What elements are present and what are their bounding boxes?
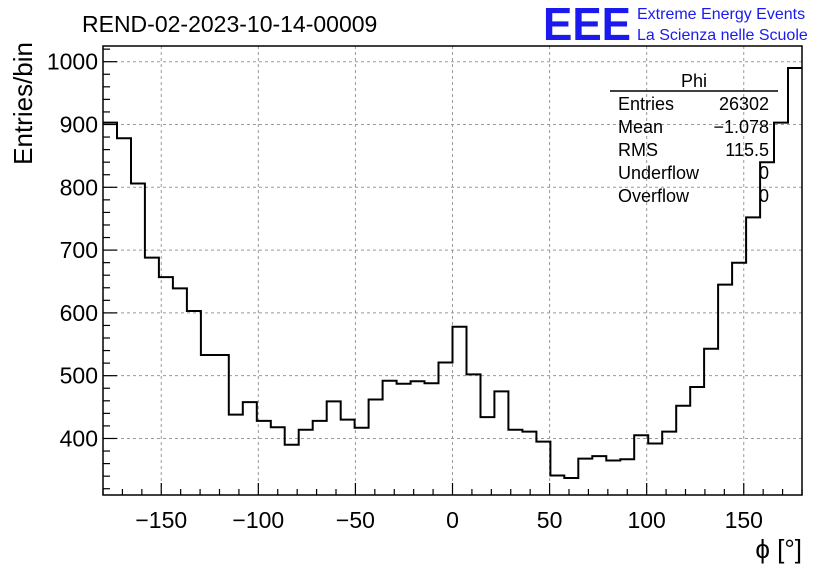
stats-value: 26302 xyxy=(719,94,769,114)
x-axis-ticks: −150 −100 −50 0 50 100 150 xyxy=(102,483,803,533)
y-tick-label: 400 xyxy=(60,425,98,451)
x-tick-label: −150 xyxy=(135,507,187,533)
stats-label: Entries xyxy=(618,94,674,114)
y-tick-label: 700 xyxy=(60,237,98,263)
x-tick-label: −50 xyxy=(336,507,375,533)
y-tick-label: 500 xyxy=(60,363,98,389)
histogram-outline xyxy=(103,67,802,479)
x-tick-label: 0 xyxy=(446,507,459,533)
stats-title: Phi xyxy=(681,71,707,91)
y-axis-ticks: 400 500 600 700 800 900 1000 xyxy=(47,48,117,490)
x-axis-label: ϕ [°] xyxy=(755,534,802,564)
y-tick-label: 800 xyxy=(60,174,98,200)
logo-line-2: La Scienza nelle Scuole xyxy=(637,27,808,44)
y-tick-label: 600 xyxy=(60,300,98,326)
logo-line-1: Extreme Energy Events xyxy=(637,6,805,23)
stats-label: Mean xyxy=(618,117,663,137)
y-axis-label: Entries/bin xyxy=(8,42,38,165)
eee-logo: EEE Extreme Energy Events La Scienza nel… xyxy=(543,0,808,50)
stats-label: Overflow xyxy=(618,186,690,206)
stats-value: 0 xyxy=(759,186,769,206)
grid-lines xyxy=(103,46,802,495)
x-tick-label: 50 xyxy=(537,507,563,533)
stats-value: 115.5 xyxy=(725,140,769,160)
y-tick-label: 900 xyxy=(60,111,98,137)
y-tick-label: 1000 xyxy=(47,49,98,75)
stats-box: Phi Entries 26302 Mean −1.078 RMS 115.5 Underf… xyxy=(610,71,778,206)
stats-value: 0 xyxy=(759,163,769,183)
x-tick-label: −100 xyxy=(232,507,284,533)
stats-label: Underflow xyxy=(618,163,700,183)
chart-title: REND-02-2023-10-14-00009 xyxy=(82,11,377,37)
x-tick-label: 150 xyxy=(725,507,763,533)
logo-mark: EEE xyxy=(543,0,631,50)
stats-value: −1.078 xyxy=(713,117,769,137)
stats-label: RMS xyxy=(618,140,658,160)
x-tick-label: 100 xyxy=(627,507,665,533)
